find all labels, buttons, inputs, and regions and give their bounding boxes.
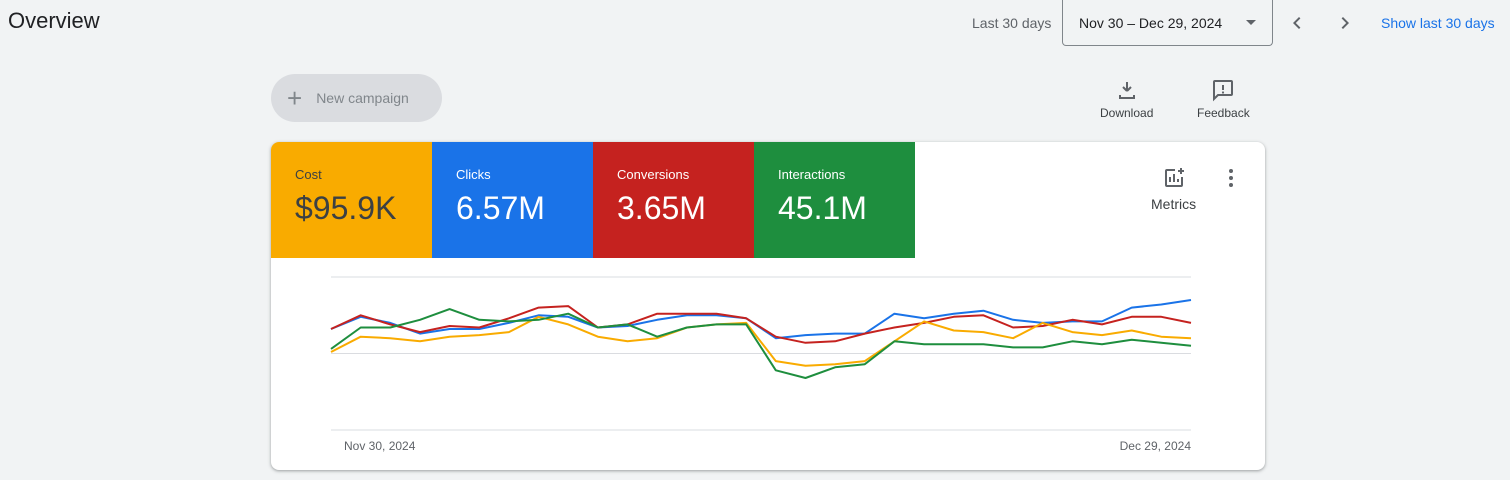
x-axis-start-label: Nov 30, 2024 (344, 439, 416, 453)
page-title: Overview (8, 8, 100, 33)
add-chart-icon (1164, 168, 1184, 187)
next-period-button[interactable] (1333, 11, 1357, 35)
new-campaign-button[interactable]: + New campaign (271, 74, 442, 122)
more-options-button[interactable] (1221, 166, 1241, 190)
scorecard-row: Cost $95.9K Clicks 6.57M Conversions 3.6… (271, 142, 915, 258)
series-line-3 (330, 308, 1192, 379)
download-icon (1118, 82, 1135, 99)
date-range-select[interactable]: Nov 30 – Dec 29, 2024 (1062, 0, 1273, 46)
scorecard-label: Conversions (617, 167, 690, 182)
new-campaign-label: New campaign (316, 90, 409, 106)
scorecard-clicks[interactable]: Clicks 6.57M (432, 142, 593, 258)
chevron-left-icon (1293, 17, 1301, 29)
series-line-1 (330, 305, 1192, 344)
dropdown-caret-icon (1246, 20, 1256, 25)
scorecard-value: 3.65M (617, 190, 706, 226)
more-vert-icon (1229, 169, 1233, 173)
date-range-value: Nov 30 – Dec 29, 2024 (1079, 14, 1223, 31)
feedback-icon (1213, 80, 1234, 102)
scorecard-label: Cost (295, 167, 322, 182)
scorecard-value: 6.57M (456, 190, 545, 226)
feedback-label: Feedback (1197, 106, 1250, 120)
plus-icon: + (287, 83, 303, 113)
metrics-label: Metrics (1151, 196, 1197, 212)
scorecard-label: Interactions (778, 167, 846, 182)
chart-series (330, 299, 1192, 379)
scorecard-value: $95.9K (295, 190, 397, 226)
download-button[interactable]: Download (1100, 78, 1153, 120)
range-label: Last 30 days (972, 15, 1052, 31)
scorecard-interactions[interactable]: Interactions 45.1M (754, 142, 915, 258)
overview-card: Cost $95.9K Clicks 6.57M Conversions 3.6… (271, 142, 1265, 470)
series-line-0 (330, 299, 1192, 340)
metrics-button[interactable]: Metrics (1151, 166, 1196, 212)
chart-gridlines (331, 276, 1191, 431)
x-axis-end-label: Dec 29, 2024 (1120, 439, 1192, 453)
show-last-30-days-link[interactable]: Show last 30 days (1381, 15, 1495, 31)
previous-period-button[interactable] (1285, 11, 1309, 35)
feedback-button[interactable]: Feedback (1197, 78, 1250, 120)
chevron-right-icon (1341, 17, 1349, 29)
scorecard-value: 45.1M (778, 190, 867, 226)
download-label: Download (1100, 106, 1154, 120)
performance-chart: Nov 30, 2024 Dec 29, 2024 (330, 276, 1192, 453)
scorecard-label: Clicks (456, 167, 491, 182)
scorecard-conversions[interactable]: Conversions 3.65M (593, 142, 754, 258)
series-line-2 (330, 315, 1192, 367)
scorecard-cost[interactable]: Cost $95.9K (271, 142, 432, 258)
